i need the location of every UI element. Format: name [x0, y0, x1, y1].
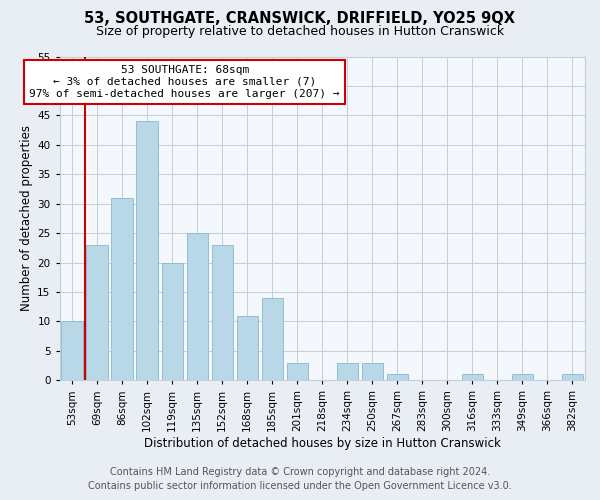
Text: 53, SOUTHGATE, CRANSWICK, DRIFFIELD, YO25 9QX: 53, SOUTHGATE, CRANSWICK, DRIFFIELD, YO2…	[85, 11, 515, 26]
Bar	[112, 198, 133, 380]
Bar	[161, 262, 183, 380]
Text: Size of property relative to detached houses in Hutton Cranswick: Size of property relative to detached ho…	[96, 25, 504, 38]
Bar	[386, 374, 408, 380]
Bar	[187, 233, 208, 380]
Text: 53 SOUTHGATE: 68sqm
← 3% of detached houses are smaller (7)
97% of semi-detached: 53 SOUTHGATE: 68sqm ← 3% of detached hou…	[29, 66, 340, 98]
Bar	[262, 298, 283, 380]
Text: Contains HM Land Registry data © Crown copyright and database right 2024.
Contai: Contains HM Land Registry data © Crown c…	[88, 467, 512, 491]
Bar	[337, 362, 358, 380]
Bar	[212, 245, 233, 380]
Bar	[287, 362, 308, 380]
Bar	[86, 245, 108, 380]
Bar	[562, 374, 583, 380]
Bar	[236, 316, 258, 380]
Bar	[61, 322, 83, 380]
Y-axis label: Number of detached properties: Number of detached properties	[20, 126, 33, 312]
Bar	[462, 374, 483, 380]
X-axis label: Distribution of detached houses by size in Hutton Cranswick: Distribution of detached houses by size …	[144, 437, 501, 450]
Bar	[362, 362, 383, 380]
Bar	[136, 122, 158, 380]
Bar	[512, 374, 533, 380]
